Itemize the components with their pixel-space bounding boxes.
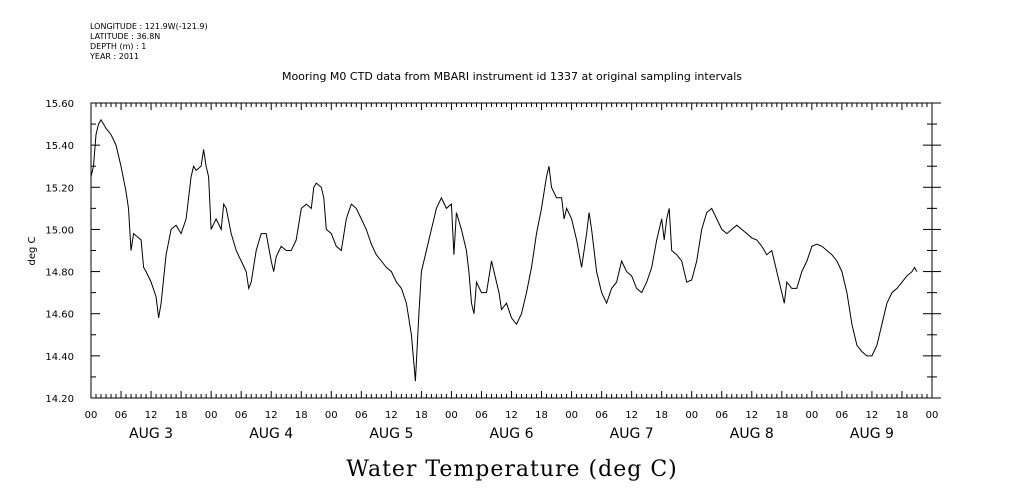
depth-text: DEPTH (m) : 1 (90, 42, 147, 51)
x-tick-label: 18 (415, 410, 428, 421)
x-tick-label: 00 (685, 410, 698, 421)
y-tick-label: 14.20 (45, 394, 74, 405)
x-tick-label: 18 (295, 410, 308, 421)
y-tick-label: 14.40 (45, 352, 74, 363)
x-tick-label: 12 (866, 410, 879, 421)
longitude-text: LONGITUDE : 121.9W(-121.9) (90, 22, 208, 31)
x-day-label: AUG 8 (730, 426, 774, 442)
x-tick-label: 12 (385, 410, 398, 421)
day-labels: AUG 3 AUG 4 AUG 5 AUG 6 AUG 7 AUG 8 AUG 9 (129, 426, 894, 442)
axis-ticks (90, 102, 941, 399)
x-day-label: AUG 9 (850, 426, 894, 442)
x-day-label: AUG 5 (369, 426, 413, 442)
x-day-label: AUG 6 (489, 426, 533, 442)
mooring-metadata: LONGITUDE : 121.9W(-121.9) LATITUDE : 36… (90, 22, 208, 62)
x-tick-label: 18 (896, 410, 909, 421)
x-tick-label: 18 (175, 410, 188, 421)
x-tick-label: 06 (475, 410, 488, 421)
x-tick-label: 06 (595, 410, 608, 421)
x-tick-label: 12 (145, 410, 158, 421)
x-tick-label: 00 (325, 410, 338, 421)
x-tick-label: 00 (805, 410, 818, 421)
y-axis-label: deg C (27, 236, 38, 265)
x-tick-label: 18 (775, 410, 788, 421)
y-tick-label: 15.40 (45, 141, 74, 152)
x-day-label: AUG 3 (129, 426, 173, 442)
chart-title: Mooring M0 CTD data from MBARI instrumen… (282, 70, 742, 83)
x-tick-label: 00 (85, 410, 98, 421)
temperature-line (90, 118, 918, 382)
y-tick-label: 15.20 (45, 183, 74, 194)
y-tick-label: 15.60 (45, 99, 74, 110)
x-tick-label: 18 (655, 410, 668, 421)
x-tick-label: 06 (115, 410, 128, 421)
x-tick-label: 06 (355, 410, 368, 421)
x-tick-label: 06 (836, 410, 849, 421)
x-tick-label: 12 (505, 410, 518, 421)
latitude-text: LATITUDE : 36.8N (90, 32, 161, 41)
x-day-label: AUG 4 (249, 426, 293, 442)
x-tick-label: 18 (535, 410, 548, 421)
y-tick-label: 14.60 (45, 310, 74, 321)
y-axis-labels: 14.20 14.40 14.60 14.80 15.00 15.20 15.40 15.60 (45, 99, 74, 405)
x-tick-label: 00 (565, 410, 578, 421)
x-axis-labels: 00 06 12 18 00 06 12 18 00 06 12 18 00 06 12 18 00 06 12 18… (85, 410, 939, 421)
x-tick-label: 12 (265, 410, 278, 421)
bottom-title: Water Temperature (deg C) (346, 457, 678, 482)
year-text: YEAR : 2011 (90, 52, 140, 61)
x-tick-label: 00 (926, 410, 939, 421)
plot-frame (90, 102, 933, 399)
x-tick-label: 00 (205, 410, 218, 421)
y-tick-label: 15.00 (45, 225, 74, 236)
x-tick-label: 06 (235, 410, 248, 421)
x-tick-label: 12 (625, 410, 638, 421)
x-day-label: AUG 7 (610, 426, 654, 442)
y-tick-label: 14.80 (45, 268, 74, 279)
x-tick-label: 12 (745, 410, 758, 421)
x-tick-label: 00 (445, 410, 458, 421)
x-tick-label: 06 (715, 410, 728, 421)
